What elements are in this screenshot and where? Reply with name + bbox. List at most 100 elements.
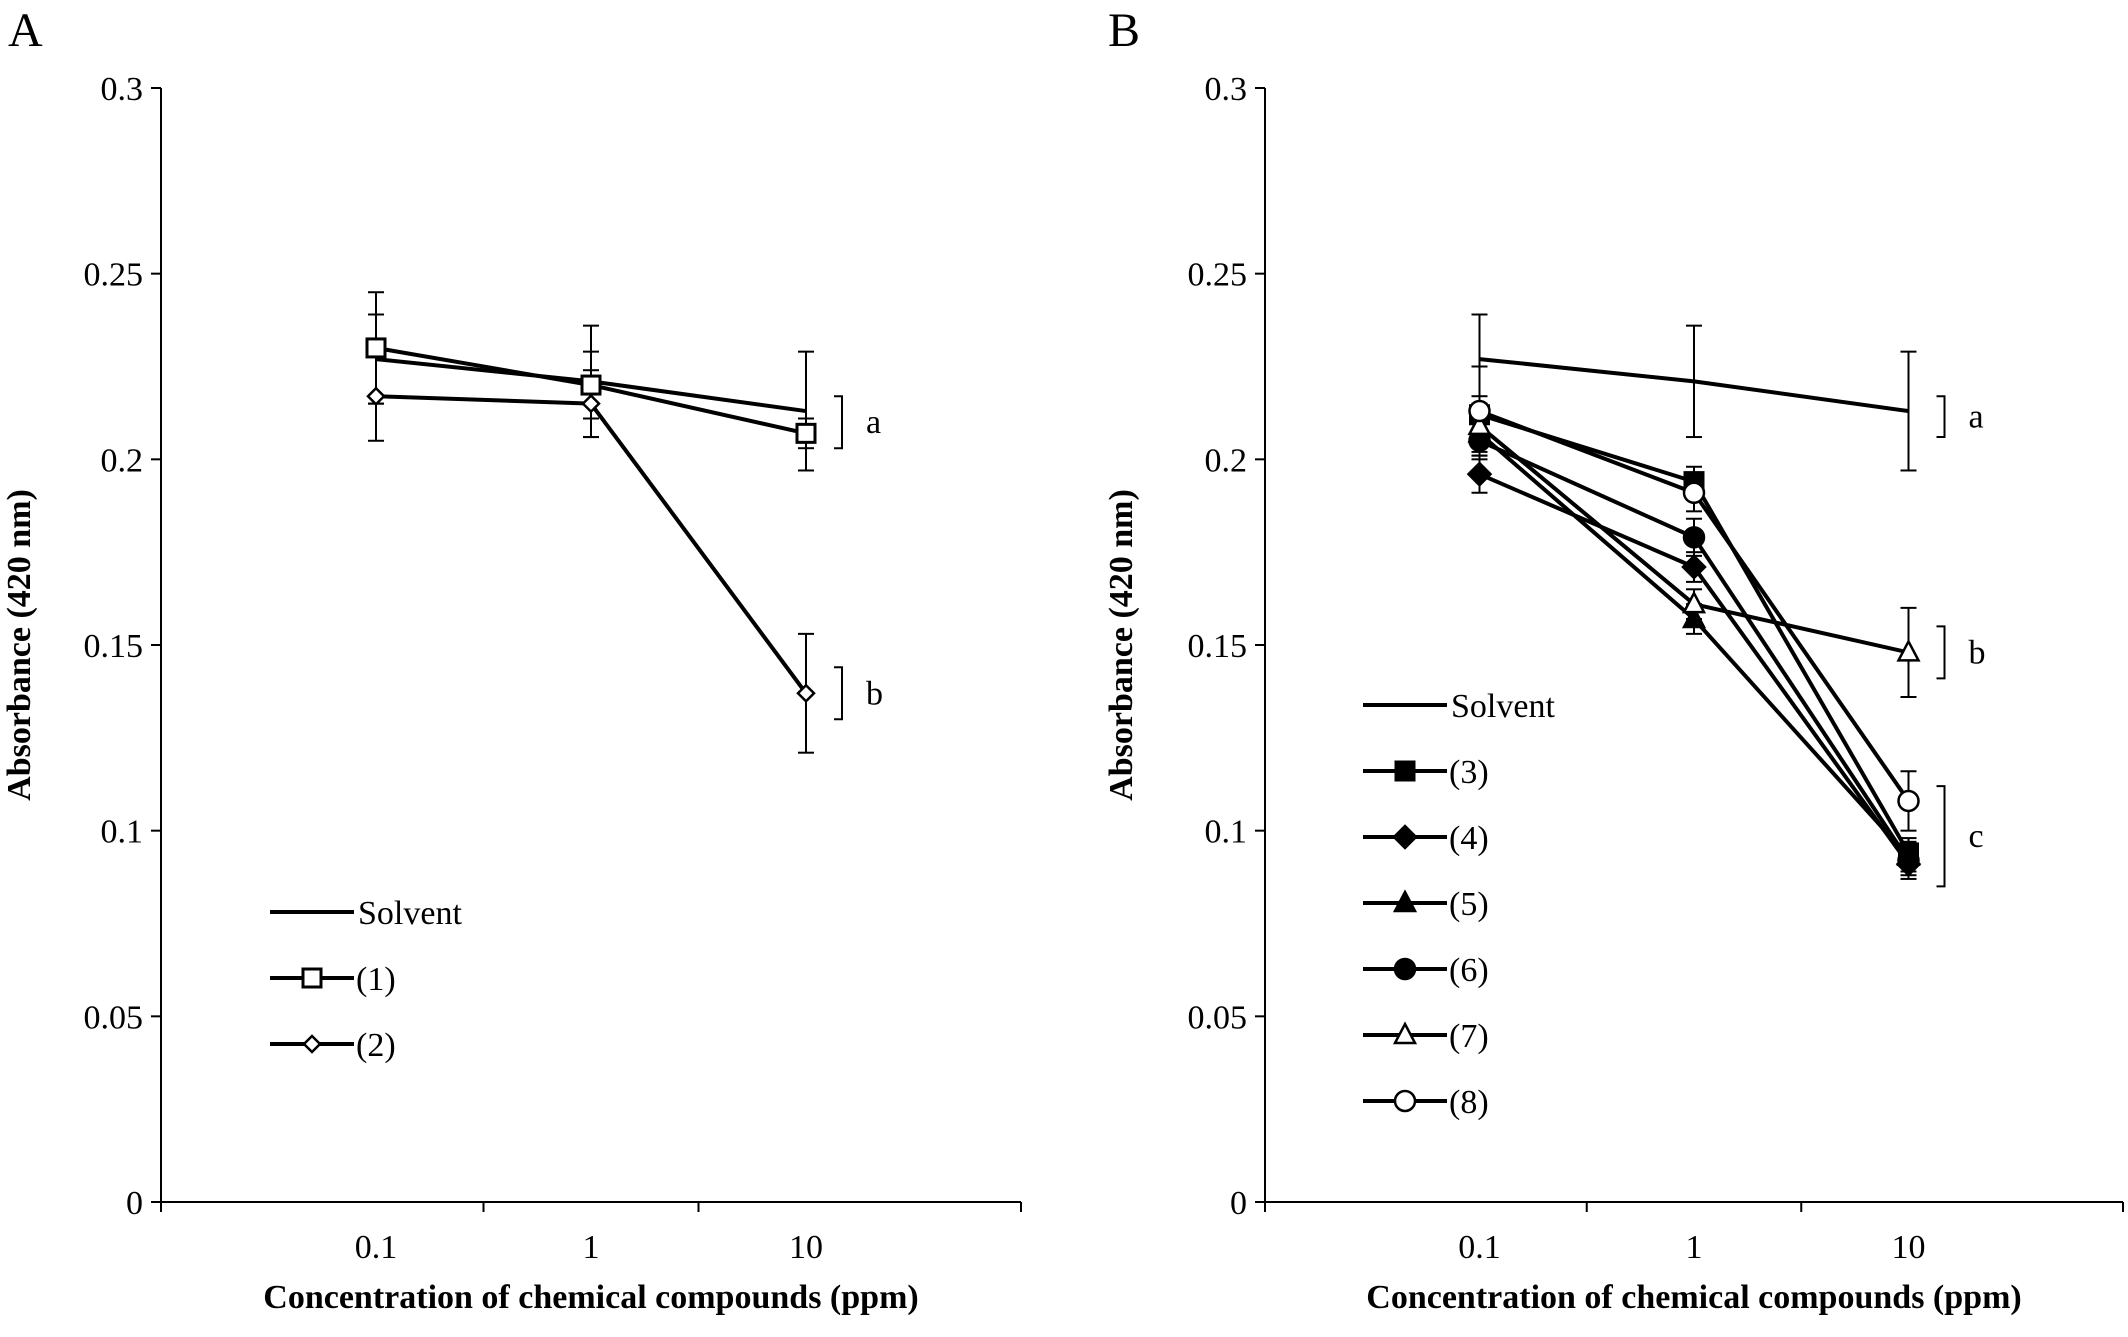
legend-label: (7): [1449, 1018, 1489, 1055]
series-2: [365, 337, 817, 444]
significance-label: b: [866, 675, 883, 712]
y-axis-title: Absorbance (420 nm): [1103, 489, 1140, 801]
series-6: [1467, 412, 1921, 662]
legend-marker: [301, 967, 323, 989]
x-axis-title: Concentration of chemical compounds (ppm…: [1366, 1279, 2021, 1316]
panel-letter: A: [8, 4, 43, 57]
legend-marker: [1394, 760, 1416, 782]
data-point: [366, 386, 386, 406]
x-tick-label: 0.1: [355, 1229, 398, 1266]
bracket-line: [1936, 395, 1946, 439]
y-tick-label: 0.3: [101, 71, 144, 108]
y-tick-label: 0.15: [84, 628, 144, 665]
data-point: [1896, 638, 1921, 662]
panel-A: A 0 0.05 0.1 0.15 0.2 0.25 0.3 0.1 1 10 Concentrati…: [1, 4, 1022, 1316]
significance-label: c: [1969, 818, 1984, 855]
legend-label: (5): [1449, 886, 1489, 923]
data-point: [1468, 399, 1491, 423]
bracket-line: [1936, 625, 1946, 680]
legend-marker: [1392, 824, 1418, 850]
legend-label: Solvent: [1451, 688, 1555, 725]
x-tick-label: 10: [789, 1229, 823, 1266]
x-tick-label: 1: [583, 1229, 600, 1266]
legend-marker: [1393, 957, 1417, 981]
y-tick-label: 0: [1230, 1185, 1247, 1222]
axes: 0 0.05 0.1 0.15 0.2 0.25 0.3 0.1 1 10: [1188, 71, 2124, 1266]
bracket-line: [834, 666, 843, 721]
x-tick-label: 1: [1686, 1229, 1703, 1266]
legend-item: (7): [1363, 1018, 1489, 1055]
data-point: [796, 683, 816, 704]
legend-label: Solvent: [358, 895, 462, 932]
legend-item: (5): [1363, 886, 1489, 923]
legend-item: Solvent: [1363, 688, 1555, 725]
x-tick-label: 10: [1892, 1229, 1926, 1266]
legend-label: (1): [356, 961, 396, 998]
series-5: [1468, 429, 1920, 872]
y-tick-label: 0.3: [1205, 71, 1248, 108]
legend-label: (6): [1449, 952, 1489, 989]
y-tick-label: 0.25: [1188, 257, 1248, 294]
significance-bracket: a: [834, 395, 881, 450]
data-point: [365, 337, 387, 359]
legend: Solvent (1) (2): [270, 895, 462, 1064]
series-line: [375, 394, 808, 695]
legend-item: (4): [1363, 820, 1489, 857]
legend-item: (3): [1363, 754, 1489, 791]
legend-item: (6): [1363, 952, 1489, 989]
data-point: [1682, 526, 1706, 549]
legend-marker: [302, 1034, 322, 1054]
legend-marker: [1393, 1089, 1417, 1113]
y-tick-label: 0.2: [101, 442, 144, 479]
y-tick-label: 0.15: [1188, 628, 1248, 665]
panel-B: B 0 0.05 0.1 0.15 0.2 0.25 0.3 0.1 1 10 Concentrati…: [1103, 4, 2124, 1316]
legend-item: Solvent: [270, 895, 462, 932]
bracket-line: [834, 395, 843, 450]
legend-marker: [1392, 889, 1418, 913]
data-point: [580, 374, 602, 396]
significance-bracket: a: [1936, 395, 1984, 439]
significance-label: b: [1969, 634, 1986, 671]
legend-item: (1): [270, 961, 396, 998]
series-line: [1479, 357, 1909, 414]
y-tick-label: 0: [126, 1185, 143, 1222]
axes: 0 0.05 0.1 0.15 0.2 0.25 0.3 0.1 1 10: [84, 71, 1022, 1266]
y-axis-title: Absorbance (420 nm): [1, 489, 38, 801]
significance-label: a: [866, 404, 881, 441]
legend-label: (8): [1449, 1084, 1489, 1121]
data-point: [581, 393, 601, 414]
data-point: [1467, 412, 1492, 436]
y-tick-label: 0.2: [1205, 442, 1248, 479]
significance-bracket: c: [1936, 785, 1984, 888]
data-point: [1681, 605, 1707, 629]
y-tick-label: 0.05: [84, 999, 144, 1036]
data-point: [1466, 461, 1493, 487]
error-bars: [368, 291, 814, 754]
data-point: [795, 422, 817, 444]
bracket-line: [1936, 785, 1946, 888]
y-tick-label: 0.1: [101, 814, 144, 851]
x-tick-label: 0.1: [1458, 1229, 1501, 1266]
legend-label: (4): [1449, 820, 1489, 857]
data-point: [1681, 590, 1707, 614]
data-point: [1897, 789, 1920, 813]
legend-label: (2): [356, 1027, 396, 1064]
significance-label: a: [1969, 399, 1984, 436]
legend-item: (8): [1363, 1084, 1489, 1121]
panel-letter: B: [1108, 4, 1140, 57]
data-point: [1681, 554, 1707, 580]
series-1: [1479, 357, 1909, 414]
series-7: [1468, 399, 1920, 813]
legend: Solvent (3) (4) (5) (6) (7) (8): [1363, 688, 1555, 1121]
x-axis-title: Concentration of chemical compounds (ppm…: [263, 1279, 918, 1316]
data-point: [1682, 481, 1706, 505]
y-tick-label: 0.1: [1205, 814, 1248, 851]
legend-marker: [1392, 1021, 1418, 1045]
y-tick-label: 0.25: [84, 257, 144, 294]
significance-bracket: b: [1936, 625, 1986, 680]
data-point: [1897, 849, 1920, 872]
legend-item: (2): [270, 1027, 396, 1064]
legend-label: (3): [1449, 754, 1489, 791]
